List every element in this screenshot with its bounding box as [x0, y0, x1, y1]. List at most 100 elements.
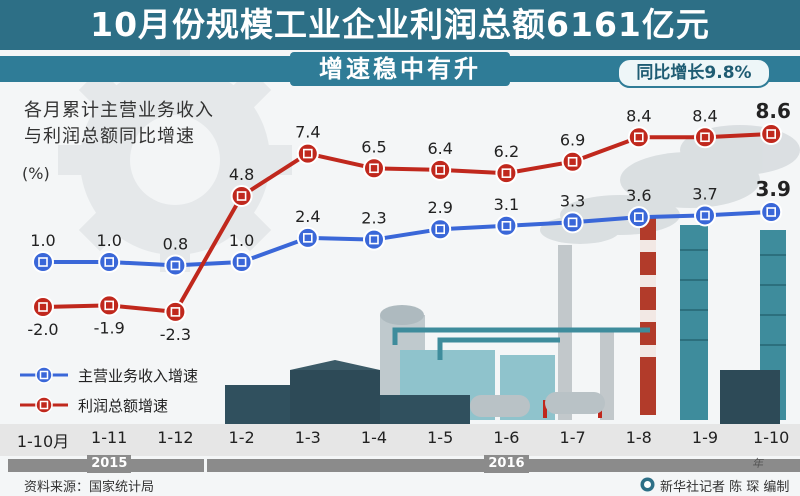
legend-label-revenue: 主营业务收入增速: [78, 366, 199, 385]
marker-square: [501, 168, 512, 178]
marker-square: [700, 210, 710, 221]
x-tick-label: 1-6: [493, 428, 520, 447]
marker-square: [567, 217, 578, 228]
marker-square: [302, 233, 313, 243]
title-bar: [0, 0, 800, 50]
marker-circle: [561, 211, 584, 234]
x-tick-label: 1-7: [559, 428, 586, 447]
data-label: 1.0: [96, 231, 121, 250]
data-label: 6.4: [427, 139, 452, 158]
year-unit: 年: [752, 457, 763, 470]
marker-circle: [32, 296, 54, 318]
marker-circle: [429, 218, 452, 241]
legend-swatch-revenue: [20, 366, 68, 384]
series-line-1: [42, 132, 772, 314]
data-point: [429, 218, 452, 241]
marker-circle: [495, 214, 518, 237]
marker-circle: [363, 228, 385, 251]
credit-line: 新华社记者 陈 琛 编制: [660, 480, 790, 495]
x-tick-label: 1-5: [427, 428, 454, 447]
unit-label: (%): [22, 164, 50, 183]
marker-square: [700, 132, 710, 143]
marker-circle: [495, 162, 518, 185]
data-source: 资料来源：国家统计局: [24, 480, 155, 495]
data-point: [296, 142, 319, 165]
marker-square: [766, 207, 777, 217]
legend-swatch-profit: [20, 396, 68, 414]
x-tick-label: 1-3: [294, 428, 321, 447]
marker-square: [369, 163, 379, 174]
marker-circle: [98, 294, 121, 317]
data-point: [164, 254, 187, 277]
year-label: 2015: [87, 455, 132, 473]
marker-circle: [363, 157, 385, 180]
chart-title: 各月累计主营业务收入 与利润总额同比增速: [24, 98, 284, 150]
marker-square: [170, 307, 181, 317]
marker-circle: [164, 300, 187, 323]
marker-circle: [230, 185, 253, 208]
marker-circle: [296, 142, 319, 165]
data-label: -1.9: [94, 318, 125, 337]
marker-circle: [627, 126, 650, 149]
data-label: -2.0: [27, 320, 58, 339]
data-label: 6.5: [361, 137, 386, 156]
xinhua-logo-icon: [640, 477, 655, 492]
data-label: 3.7: [692, 184, 717, 203]
data-point: [694, 126, 716, 149]
data-label: 7.4: [295, 123, 320, 142]
data-point: [98, 251, 121, 273]
data-label: 0.8: [163, 234, 188, 253]
data-point: [32, 251, 54, 273]
marker-square: [302, 148, 313, 159]
marker-circle: [296, 226, 319, 249]
marker-circle: [32, 251, 54, 273]
marker-circle: [429, 158, 452, 181]
year-label: 2016: [484, 455, 529, 473]
chart-title-line1: 各月累计主营业务收入: [24, 100, 214, 121]
x-tick-label: 1-8: [625, 428, 652, 447]
marker-circle: [694, 126, 716, 149]
marker-circle: [627, 206, 650, 229]
data-label: 6.9: [560, 131, 585, 150]
x-axis-bar: [0, 424, 800, 456]
subtitle: 增速稳中有升: [319, 55, 481, 83]
yoy-badge: 同比增长9.8%: [617, 58, 771, 88]
legend-label-profit: 利润总额增速: [78, 396, 169, 415]
data-label: 3.9: [755, 177, 790, 201]
data-point: [561, 150, 584, 173]
x-tick-label: 1-12: [157, 428, 194, 447]
marker-square: [236, 257, 247, 267]
data-label: 8.6: [755, 99, 790, 123]
data-point: [627, 206, 650, 229]
data-label: 2.4: [295, 207, 320, 226]
data-label: 2.9: [427, 198, 452, 217]
x-tick-label: 1-10月: [16, 432, 70, 451]
data-label: 8.4: [626, 106, 651, 125]
data-point: [429, 158, 452, 181]
data-point: [363, 228, 385, 251]
data-label: 2.3: [361, 209, 386, 228]
data-point: [296, 226, 319, 249]
data-point: [230, 185, 253, 208]
marker-square: [170, 260, 181, 271]
marker-circle: [694, 204, 716, 227]
marker-circle: [164, 254, 187, 277]
marker-square: [501, 220, 512, 231]
data-label: 3.1: [494, 195, 519, 214]
marker-circle: [98, 251, 121, 273]
x-tick-label: 1-10: [753, 428, 790, 447]
data-point: [495, 214, 518, 237]
legend: 主营业务收入增速 利润总额增速: [18, 360, 198, 420]
marker-square: [766, 129, 777, 139]
data-point: [363, 157, 385, 180]
series-line-0: [43, 210, 772, 268]
data-point: [230, 251, 253, 273]
data-point: [627, 126, 650, 149]
legend-item-profit: 利润总额增速: [18, 390, 198, 420]
marker-square: [38, 257, 48, 267]
marker-circle: [760, 201, 783, 223]
data-point: [98, 294, 121, 317]
data-label: -2.3: [160, 325, 191, 344]
